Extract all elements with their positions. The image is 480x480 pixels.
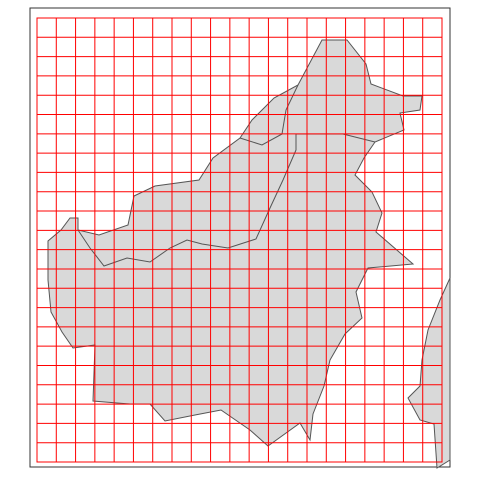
grid-outline [36, 17, 443, 463]
landmass-east [407, 277, 451, 469]
admin-boundary [77, 133, 376, 267]
landmass-main [47, 39, 423, 447]
grid-layer [36, 17, 443, 463]
land-layer [47, 39, 451, 469]
